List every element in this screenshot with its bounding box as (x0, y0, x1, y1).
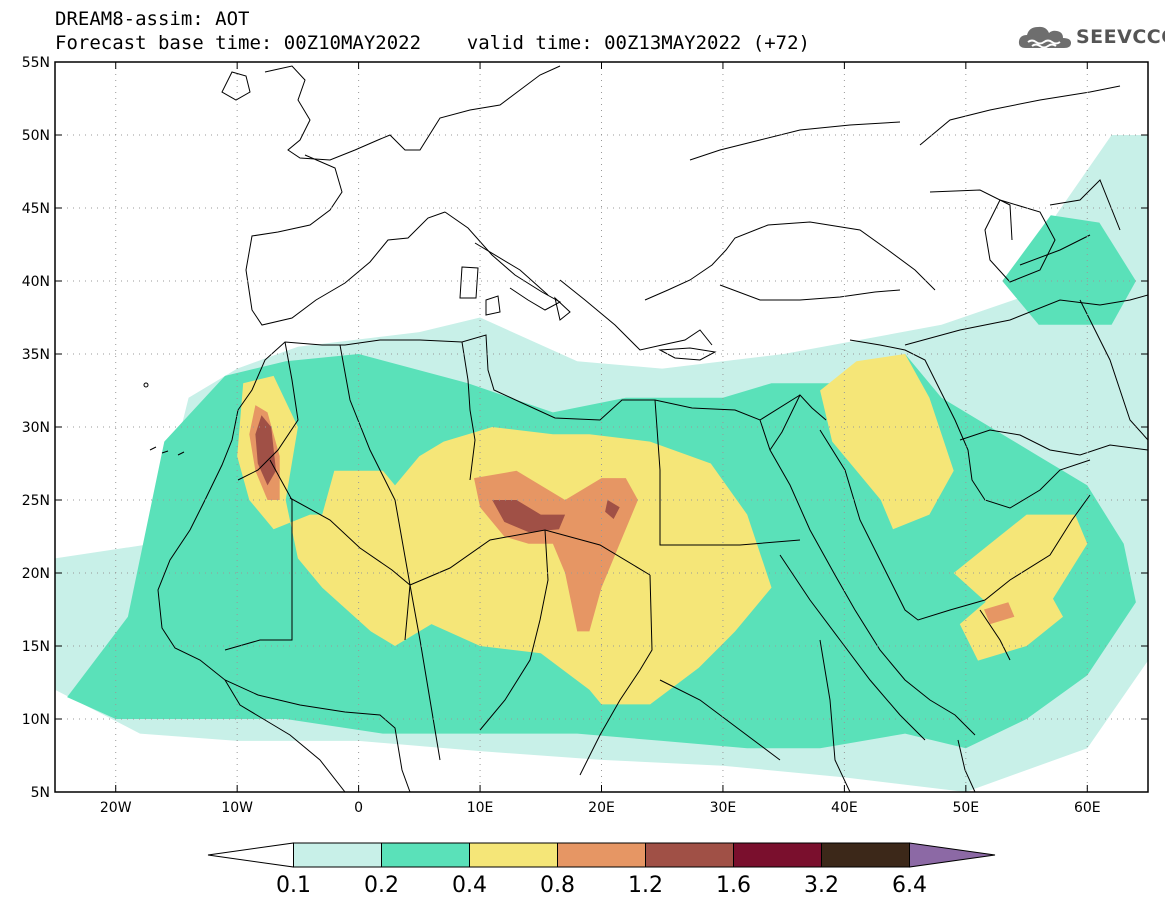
aot-region (605, 500, 620, 519)
colorbar-box (733, 842, 822, 868)
colorbar-box (557, 842, 646, 868)
aot-region (953, 514, 1088, 617)
colorbar-box (293, 842, 382, 868)
colorbar-label: 6.4 (892, 873, 927, 898)
colorbar-label: 0.8 (540, 873, 575, 898)
map-title: DREAM8-assim: AOT (55, 8, 250, 30)
lat-tick-label: 45N (22, 201, 50, 217)
lat-tick-label: 30N (22, 420, 50, 436)
lon-tick-label: 20E (588, 800, 615, 816)
lon-tick-label: 0 (354, 800, 363, 816)
axis-ticks: 20W 10W 0 10E 20E 30E 40E 50E 60E 55N 50N 45N 40N 35N… (22, 55, 1148, 816)
aot-region (984, 602, 1015, 625)
gridlines (55, 62, 1148, 792)
lon-tick-label: 50E (952, 800, 979, 816)
colorbar-label: 0.1 (276, 873, 311, 898)
aot-region (492, 500, 566, 533)
colorbar-label: 1.6 (716, 873, 751, 898)
aot-region (1002, 215, 1136, 325)
lat-tick-label: 35N (22, 347, 50, 363)
lat-tick-label: 10N (22, 712, 50, 728)
logo-text: SEEVCCC (1076, 26, 1165, 48)
colorbar-box (821, 842, 910, 868)
colorbar-label: 3.2 (804, 873, 839, 898)
colorbar-label: 0.2 (364, 873, 399, 898)
aot-region (237, 375, 772, 705)
logo: SEEVCCC (1018, 22, 1165, 52)
forecast-times: Forecast base time: 00Z10MAY2022 valid t… (55, 32, 810, 54)
lon-tick-label: 60E (1074, 800, 1101, 816)
colorbar-box (469, 842, 558, 868)
coastlines (143, 65, 1148, 792)
colorbar-label: 0.4 (452, 873, 487, 898)
lat-tick-label: 20N (22, 566, 50, 582)
lat-tick-label: 50N (22, 128, 50, 144)
lon-tick-label: 20W (100, 800, 132, 816)
cloud-icon (1018, 26, 1071, 49)
lat-tick-label: 5N (31, 785, 50, 801)
lon-tick-label: 30E (710, 800, 737, 816)
lon-tick-label: 40E (831, 800, 858, 816)
aot-field (55, 135, 1148, 792)
colorbar-over-arrow (909, 842, 996, 868)
aot-region (820, 354, 954, 530)
colorbar-under-arrow (207, 842, 294, 868)
lat-tick-label: 55N (22, 55, 50, 71)
colorbar-label: 1.2 (628, 873, 663, 898)
lon-tick-label: 10W (221, 800, 253, 816)
lat-tick-label: 25N (22, 493, 50, 509)
lat-tick-label: 15N (22, 639, 50, 655)
lon-tick-label: 10E (467, 800, 494, 816)
lat-tick-label: 40N (22, 274, 50, 290)
colorbar: 0.1 0.2 0.4 0.8 1.2 1.6 3.2 6.4 (207, 842, 996, 898)
colorbar-box (381, 842, 470, 868)
colorbar-box (645, 842, 734, 868)
